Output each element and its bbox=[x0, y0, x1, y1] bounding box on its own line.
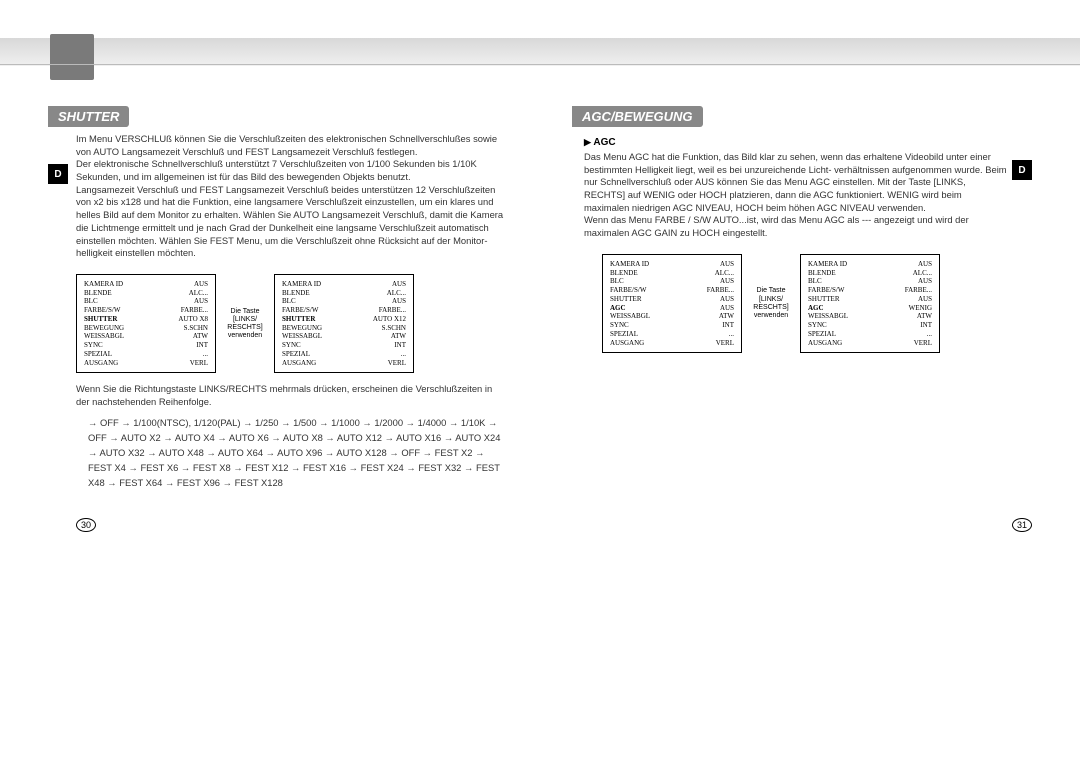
menu-row: SYNCINT bbox=[84, 341, 208, 350]
menu-row: SPEZIAL... bbox=[610, 330, 734, 339]
agc-paragraph: Das Menu AGC hat die Funktion, das Bild … bbox=[584, 151, 1008, 240]
page-number-right: 31 bbox=[1012, 518, 1032, 532]
menu-box-shutter-b: KAMERA IDAUSBLENDEALC...BLCAUSFARBE/S/WF… bbox=[274, 274, 414, 374]
menu-row: AUSGANGVERL bbox=[282, 359, 406, 368]
menu-row: KAMERA IDAUS bbox=[84, 280, 208, 289]
menu-row: SYNCINT bbox=[282, 341, 406, 350]
page-right: D AGC/BEWEGUNG AGC Das Menu AGC hat die … bbox=[572, 106, 1032, 490]
menu-box-agc-a: KAMERA IDAUSBLENDEALC...BLCAUSFARBE/S/WF… bbox=[602, 254, 742, 354]
menu-row: AUSGANGVERL bbox=[610, 339, 734, 348]
menu-row: AGCWENIG bbox=[808, 304, 932, 313]
lang-marker-left: D bbox=[48, 164, 68, 184]
shutter-sequence: → OFF → 1/100(NTSC), 1/120(PAL) → 1/250 … bbox=[88, 415, 508, 490]
menu-row: BLCAUS bbox=[282, 297, 406, 306]
menu-row: FARBE/S/WFARBE... bbox=[808, 286, 932, 295]
menu-row: KAMERA IDAUS bbox=[282, 280, 406, 289]
header-band bbox=[0, 38, 1080, 66]
section-title-agc: AGC/BEWEGUNG bbox=[572, 106, 703, 127]
shutter-paragraph: Im Menu VERSCHLUß können Sie die Verschl… bbox=[76, 133, 508, 260]
lang-marker-right: D bbox=[1012, 160, 1032, 180]
key-hint-right: Die Taste [LINKS/ RESCHTS] verwenden bbox=[748, 287, 794, 319]
menu-row: BEWEGUNGS.SCHN bbox=[84, 324, 208, 333]
menu-row: KAMERA IDAUS bbox=[610, 260, 734, 269]
menu-row: BLCAUS bbox=[808, 277, 932, 286]
menu-row: FARBE/S/WFARBE... bbox=[282, 306, 406, 315]
menu-row: SHUTTERAUTO X12 bbox=[282, 315, 406, 324]
menu-row: AUSGANGVERL bbox=[808, 339, 932, 348]
menu-row: BLCAUS bbox=[84, 297, 208, 306]
menu-row: SHUTTERAUS bbox=[610, 295, 734, 304]
menu-row: SHUTTERAUTO X8 bbox=[84, 315, 208, 324]
menu-row: BLCAUS bbox=[610, 277, 734, 286]
menu-row: WEISSABGLATW bbox=[282, 332, 406, 341]
shutter-menu-group: KAMERA IDAUSBLENDEALC...BLCAUSFARBE/S/WF… bbox=[76, 274, 508, 374]
key-hint-left: Die Taste [LINKS/ RESCHTS] verwenden bbox=[222, 308, 268, 340]
menu-box-agc-b: KAMERA IDAUSBLENDEALC...BLCAUSFARBE/S/WF… bbox=[800, 254, 940, 354]
menu-row: WEISSABGLATW bbox=[610, 312, 734, 321]
agc-subhead: AGC bbox=[584, 137, 1032, 148]
section-title-shutter: SHUTTER bbox=[48, 106, 129, 127]
menu-row: SPEZIAL... bbox=[84, 350, 208, 359]
page-spread: D SHUTTER Im Menu VERSCHLUß können Sie d… bbox=[48, 106, 1032, 490]
menu-row: BEWEGUNGS.SCHN bbox=[282, 324, 406, 333]
menu-box-shutter-a: KAMERA IDAUSBLENDEALC...BLCAUSFARBE/S/WF… bbox=[76, 274, 216, 374]
page-number-left: 30 bbox=[76, 518, 96, 532]
menu-row: BLENDEALC... bbox=[84, 289, 208, 298]
menu-row: SHUTTERAUS bbox=[808, 295, 932, 304]
menu-row: BLENDEALC... bbox=[808, 269, 932, 278]
menu-row: WEISSABGLATW bbox=[808, 312, 932, 321]
header-rule bbox=[0, 64, 1080, 65]
menu-row: WEISSABGLATW bbox=[84, 332, 208, 341]
menu-row: FARBE/S/WFARBE... bbox=[610, 286, 734, 295]
menu-row: SYNCINT bbox=[808, 321, 932, 330]
shutter-after-menu: Wenn Sie die Richtungstaste LINKS/RECHTS… bbox=[76, 383, 508, 408]
menu-row: AGCAUS bbox=[610, 304, 734, 313]
menu-row: SPEZIAL... bbox=[282, 350, 406, 359]
menu-row: SPEZIAL... bbox=[808, 330, 932, 339]
header-accent bbox=[50, 34, 94, 80]
menu-row: BLENDEALC... bbox=[610, 269, 734, 278]
menu-row: SYNCINT bbox=[610, 321, 734, 330]
menu-row: FARBE/S/WFARBE... bbox=[84, 306, 208, 315]
menu-row: AUSGANGVERL bbox=[84, 359, 208, 368]
menu-row: KAMERA IDAUS bbox=[808, 260, 932, 269]
agc-menu-group: KAMERA IDAUSBLENDEALC...BLCAUSFARBE/S/WF… bbox=[602, 254, 1032, 354]
page-left: D SHUTTER Im Menu VERSCHLUß können Sie d… bbox=[48, 106, 508, 490]
menu-row: BLENDEALC... bbox=[282, 289, 406, 298]
